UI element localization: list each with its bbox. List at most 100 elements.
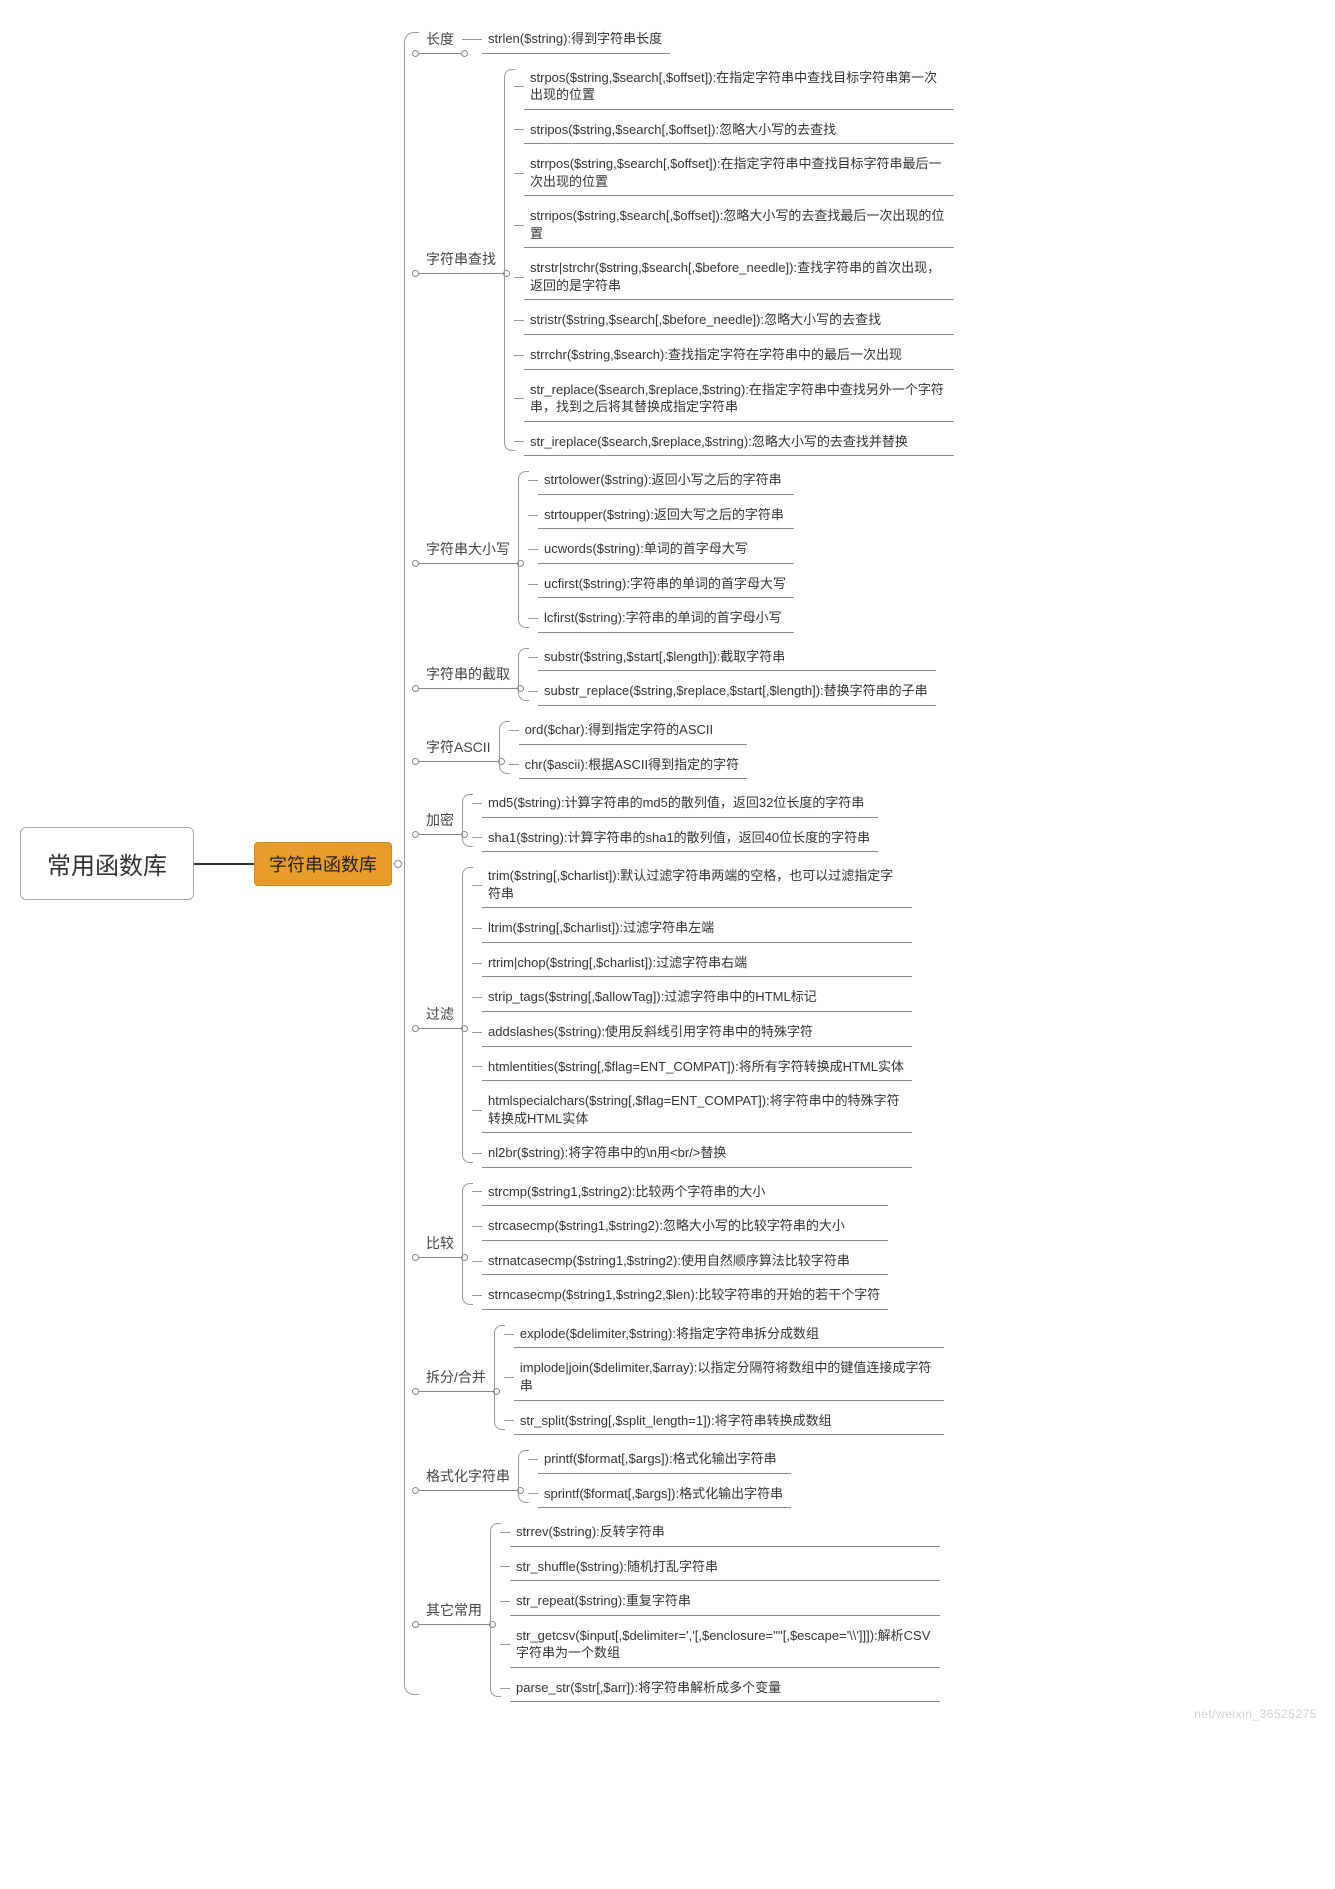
group-block: 加密 md5($string):计算字符串的md5的散列值，返回32位长度的字符串… [418,786,954,855]
leaf-node: strtolower($string):返回小写之后的字符串 [538,466,794,495]
leaf-node: str_ireplace($search,$replace,$string):忽… [524,428,954,457]
leaf-node: trim($string[,$charlist]):默认过滤字符串两端的空格，也… [482,862,912,908]
group-label: 长度 [418,25,462,54]
leaf-node: parse_str($str[,$arr]):将字符串解析成多个变量 [510,1674,940,1703]
group-label: 字符串的截取 [418,660,518,689]
leaf-node: strrchr($string,$search):查找指定字符在字符串中的最后一… [524,341,954,370]
leaves-column: strcmp($string1,$string2):比较两个字符串的大小 strc… [478,1175,888,1313]
group-label: 比较 [418,1229,462,1258]
leaf-node: rtrim|chop($string[,$charlist]):过滤字符串右端 [482,949,912,978]
group-label: 其它常用 [418,1596,490,1625]
leaf-node: explode($delimiter,$string):将指定字符串拆分成数组 [514,1320,944,1349]
leaf-node: md5($string):计算字符串的md5的散列值，返回32位长度的字符串 [482,789,878,818]
leaf-node: substr_replace($string,$replace,$start[,… [538,677,936,706]
node-dot-icon [412,1487,419,1494]
group-bracket [490,1515,500,1705]
leaf-node: str_getcsv($input[,$delimiter=','[,$encl… [510,1622,940,1668]
leaf-node: ucwords($string):单词的首字母大写 [538,535,794,564]
leaf-node: strripos($string,$search[,$offset]):忽略大小… [524,202,954,248]
leaf-node: htmlspecialchars($string[,$flag=ENT_COMP… [482,1087,912,1133]
group-block: 过滤trim($string[,$charlist]):默认过滤字符串两端的空格… [418,859,954,1170]
group-bracket [462,1175,472,1313]
leaf-node: sprintf($format[,$args]):格式化输出字符串 [538,1480,791,1509]
root-label: 常用函数库 [47,853,167,880]
leaf-node: ltrim($string[,$charlist]):过滤字符串左端 [482,914,912,943]
leaf-node: strpos($string,$search[,$offset]):在指定字符串… [524,64,954,110]
group-block: 长度 strlen($string):得到字符串长度 [418,22,954,57]
leaves-column: strpos($string,$search[,$offset]):在指定字符串… [520,61,954,460]
leaf-node: str_split($string[,$split_length=1]):将字符… [514,1407,944,1436]
leaf-node: nl2br($string):将字符串中的\n用<br/>替换 [482,1139,912,1168]
group-bracket [462,859,472,1170]
group-label: 加密 [418,806,462,835]
level1-wrap: 字符串函数库 长度 strlen($string):得到字符串长度字符串查找str… [254,20,954,1707]
leaves-column: strlen($string):得到字符串长度 [478,22,670,57]
group-block: 拆分/合并 explode($delimiter,$string):将指定字符串拆… [418,1317,954,1438]
group-label: 字符ASCII [418,733,499,762]
leaf-node: strlen($string):得到字符串长度 [482,25,670,54]
leaf-node: ucfirst($string):字符串的单词的首字母大写 [538,570,794,599]
node-dot-icon [412,1025,419,1032]
group-block: 格式化字符串 printf($format[,$args]):格式化输出字符串 sp… [418,1442,954,1511]
leaf-node: strip_tags($string[,$allowTag]):过滤字符串中的H… [482,983,912,1012]
node-dot-icon [412,758,419,765]
l1-dot-icon [394,860,402,868]
leaf-node: printf($format[,$args]):格式化输出字符串 [538,1445,791,1474]
group-bracket [499,713,509,782]
node-dot-icon [412,560,419,567]
connector-root [194,863,254,865]
leaf-node: substr($string,$start[,$length]):截取字符串 [538,643,936,672]
group-label: 字符串大小写 [418,535,518,564]
groups-column: 长度 strlen($string):得到字符串长度字符串查找strpos($st… [418,20,954,1707]
leaves-column: printf($format[,$args]):格式化输出字符串 sprintf(… [534,1442,791,1511]
leaves-column: md5($string):计算字符串的md5的散列值，返回32位长度的字符串 sh… [478,786,878,855]
leaves-column: trim($string[,$charlist]):默认过滤字符串两端的空格，也… [478,859,912,1170]
leaves-column: strrev($string):反转字符串 str_shuffle($string… [506,1515,940,1705]
leaf-node: chr($ascii):根据ASCII得到指定的字符 [519,751,748,780]
node-dot-icon [412,1621,419,1628]
group-bracket [518,1442,528,1511]
group-block: 字符串大小写strtolower($string):返回小写之后的字符串strt… [418,463,954,636]
leaf-node: str_repeat($string):重复字符串 [510,1587,940,1616]
node-dot-icon [412,50,419,57]
leaf-node: strstr|strchr($string,$search[,$before_n… [524,254,954,300]
leaf-node: str_shuffle($string):随机打乱字符串 [510,1553,940,1582]
group-bracket [462,22,472,57]
leaf-node: strtoupper($string):返回大写之后的字符串 [538,501,794,530]
level1-label: 字符串函数库 [269,855,377,875]
group-bracket [518,463,528,636]
group-block: 字符串查找strpos($string,$search[,$offset]):在… [418,61,954,460]
mindmap-root-row: 常用函数库 字符串函数库 长度strlen($string):得到字符串长度字符… [10,20,1325,1707]
group-bracket [504,61,514,460]
leaf-node: strnatcasecmp($string1,$string2):使用自然顺序算… [482,1247,888,1276]
leaf-node: addslashes($string):使用反斜线引用字符串中的特殊字符 [482,1018,912,1047]
leaf-node: strcasecmp($string1,$string2):忽略大小写的比较字符… [482,1212,888,1241]
leaf-node: strrev($string):反转字符串 [510,1518,940,1547]
watermark-text: net/weixin_36525275 [1194,1707,1317,1721]
leaf-node: sha1($string):计算字符串的sha1的散列值，返回40位长度的字符串 [482,824,878,853]
leaf-node: strcmp($string1,$string2):比较两个字符串的大小 [482,1178,888,1207]
node-dot-icon [412,831,419,838]
group-bracket [462,786,472,855]
group-label: 格式化字符串 [418,1462,518,1491]
leaf-node: htmlentities($string[,$flag=ENT_COMPAT])… [482,1053,912,1082]
leaf-node: ord($char):得到指定字符的ASCII [519,716,748,745]
leaves-column: strtolower($string):返回小写之后的字符串 strtoupper… [534,463,794,636]
node-dot-icon [412,1388,419,1395]
root-node: 常用函数库 [20,827,194,900]
group-block: 字符串的截取 substr($string,$start[,$length]):截… [418,640,954,709]
leaf-node: strrpos($string,$search[,$offset]):在指定字符… [524,150,954,196]
leaves-column: substr($string,$start[,$length]):截取字符串 su… [534,640,936,709]
leaf-node: implode|join($delimiter,$array):以指定分隔符将数… [514,1354,944,1400]
group-bracket [494,1317,504,1438]
node-dot-icon [412,685,419,692]
leaves-column: ord($char):得到指定字符的ASCII chr($ascii):根据ASC… [515,713,748,782]
group-label: 拆分/合并 [418,1363,494,1392]
group-block: 其它常用 strrev($string):反转字符串 str_shuffle($st… [418,1515,954,1705]
node-dot-icon [412,1254,419,1261]
group-bracket [518,640,528,709]
leaf-node: stristr($string,$search[,$before_needle]… [524,306,954,335]
level1-node: 字符串函数库 [254,842,392,886]
leaf-node: str_replace($search,$replace,$string):在指… [524,376,954,422]
leaves-column: explode($delimiter,$string):将指定字符串拆分成数组 i… [510,1317,944,1438]
